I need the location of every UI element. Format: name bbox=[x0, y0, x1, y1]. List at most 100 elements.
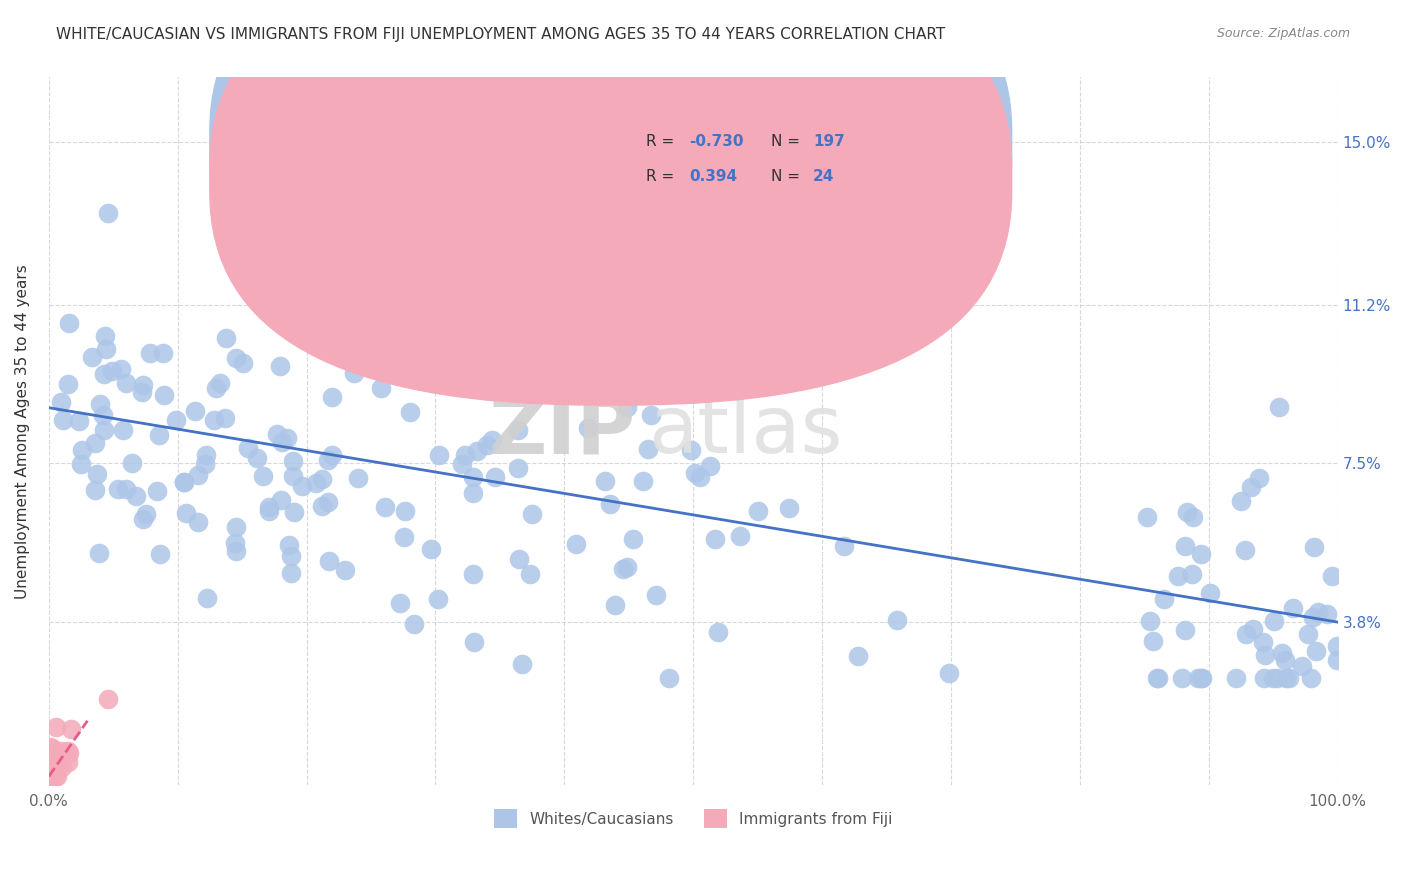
Point bbox=[1136, 510, 1159, 524]
Point bbox=[51, 759, 73, 773]
Point bbox=[39, 767, 62, 781]
Point bbox=[1282, 601, 1305, 615]
Point bbox=[70, 457, 93, 471]
Point bbox=[1249, 471, 1271, 485]
Text: 100.0%: 100.0% bbox=[1309, 794, 1367, 808]
Point bbox=[704, 532, 727, 546]
Point bbox=[1261, 671, 1284, 685]
Point bbox=[45, 745, 67, 759]
Point bbox=[121, 456, 143, 470]
Point bbox=[46, 768, 69, 782]
Point bbox=[427, 448, 450, 462]
Point bbox=[1302, 610, 1324, 624]
Text: 197: 197 bbox=[813, 134, 845, 149]
Point bbox=[67, 414, 90, 428]
Point bbox=[1189, 671, 1212, 685]
Point bbox=[508, 423, 530, 437]
Text: 0.394: 0.394 bbox=[689, 169, 738, 184]
Point bbox=[281, 469, 304, 483]
Point bbox=[1191, 671, 1213, 685]
FancyBboxPatch shape bbox=[571, 112, 900, 212]
Point bbox=[420, 542, 443, 557]
Point bbox=[658, 671, 681, 685]
Point bbox=[56, 755, 79, 769]
Point bbox=[1234, 627, 1257, 641]
Point bbox=[370, 381, 392, 395]
Point bbox=[1153, 592, 1175, 607]
Point bbox=[506, 461, 529, 475]
Point bbox=[39, 760, 62, 774]
Point bbox=[1187, 671, 1209, 685]
Point bbox=[56, 376, 79, 391]
Point bbox=[685, 466, 707, 480]
Point bbox=[225, 544, 247, 558]
Point bbox=[232, 356, 254, 370]
Point bbox=[339, 332, 361, 346]
Point bbox=[60, 722, 83, 736]
FancyBboxPatch shape bbox=[209, 0, 1012, 405]
Text: N =: N = bbox=[770, 134, 804, 149]
Legend: Whites/Caucasians, Immigrants from Fiji: Whites/Caucasians, Immigrants from Fiji bbox=[488, 803, 898, 834]
Point bbox=[1147, 671, 1170, 685]
Point bbox=[58, 744, 80, 758]
Point bbox=[465, 443, 488, 458]
Point bbox=[1308, 605, 1330, 619]
Point bbox=[1253, 671, 1275, 685]
Point bbox=[305, 476, 328, 491]
Point bbox=[481, 434, 503, 448]
Point bbox=[1142, 634, 1164, 648]
Point bbox=[1230, 494, 1253, 508]
Point bbox=[1326, 640, 1348, 654]
Point bbox=[148, 427, 170, 442]
Point bbox=[194, 448, 217, 462]
Point bbox=[94, 342, 117, 356]
Point bbox=[44, 770, 66, 784]
Point bbox=[1225, 671, 1247, 685]
Point bbox=[82, 350, 104, 364]
Point bbox=[269, 359, 291, 373]
Point bbox=[44, 765, 66, 780]
Point bbox=[41, 740, 63, 755]
Point bbox=[84, 436, 107, 450]
Point bbox=[1263, 614, 1285, 628]
Point bbox=[333, 563, 356, 577]
Point bbox=[87, 545, 110, 559]
Point bbox=[1240, 480, 1263, 494]
Point bbox=[616, 559, 638, 574]
Point bbox=[257, 504, 280, 518]
Point bbox=[1182, 510, 1205, 524]
Point bbox=[149, 547, 172, 561]
Point bbox=[139, 345, 162, 359]
Point bbox=[97, 692, 120, 706]
Point bbox=[1241, 622, 1264, 636]
Point bbox=[886, 613, 908, 627]
Point bbox=[271, 434, 294, 449]
Point bbox=[427, 591, 450, 606]
Point bbox=[135, 507, 157, 521]
Point bbox=[612, 562, 634, 576]
Point bbox=[266, 426, 288, 441]
Point bbox=[321, 448, 343, 462]
Point bbox=[44, 753, 66, 767]
Point bbox=[1175, 504, 1198, 518]
Point bbox=[461, 486, 484, 500]
Point bbox=[91, 408, 114, 422]
Point bbox=[224, 535, 246, 549]
Point bbox=[280, 549, 302, 564]
Point bbox=[1189, 547, 1212, 561]
Point bbox=[1167, 569, 1189, 583]
Point bbox=[346, 471, 368, 485]
Point bbox=[389, 596, 412, 610]
Point bbox=[291, 479, 314, 493]
Point bbox=[616, 400, 638, 414]
Point bbox=[39, 739, 62, 754]
Point bbox=[605, 599, 627, 613]
Text: ZIP: ZIP bbox=[488, 392, 636, 470]
Point bbox=[58, 316, 80, 330]
Point bbox=[1274, 653, 1296, 667]
Point bbox=[1174, 624, 1197, 638]
Point bbox=[131, 512, 153, 526]
Point bbox=[706, 625, 728, 640]
Point bbox=[1254, 648, 1277, 662]
Point bbox=[51, 748, 73, 763]
